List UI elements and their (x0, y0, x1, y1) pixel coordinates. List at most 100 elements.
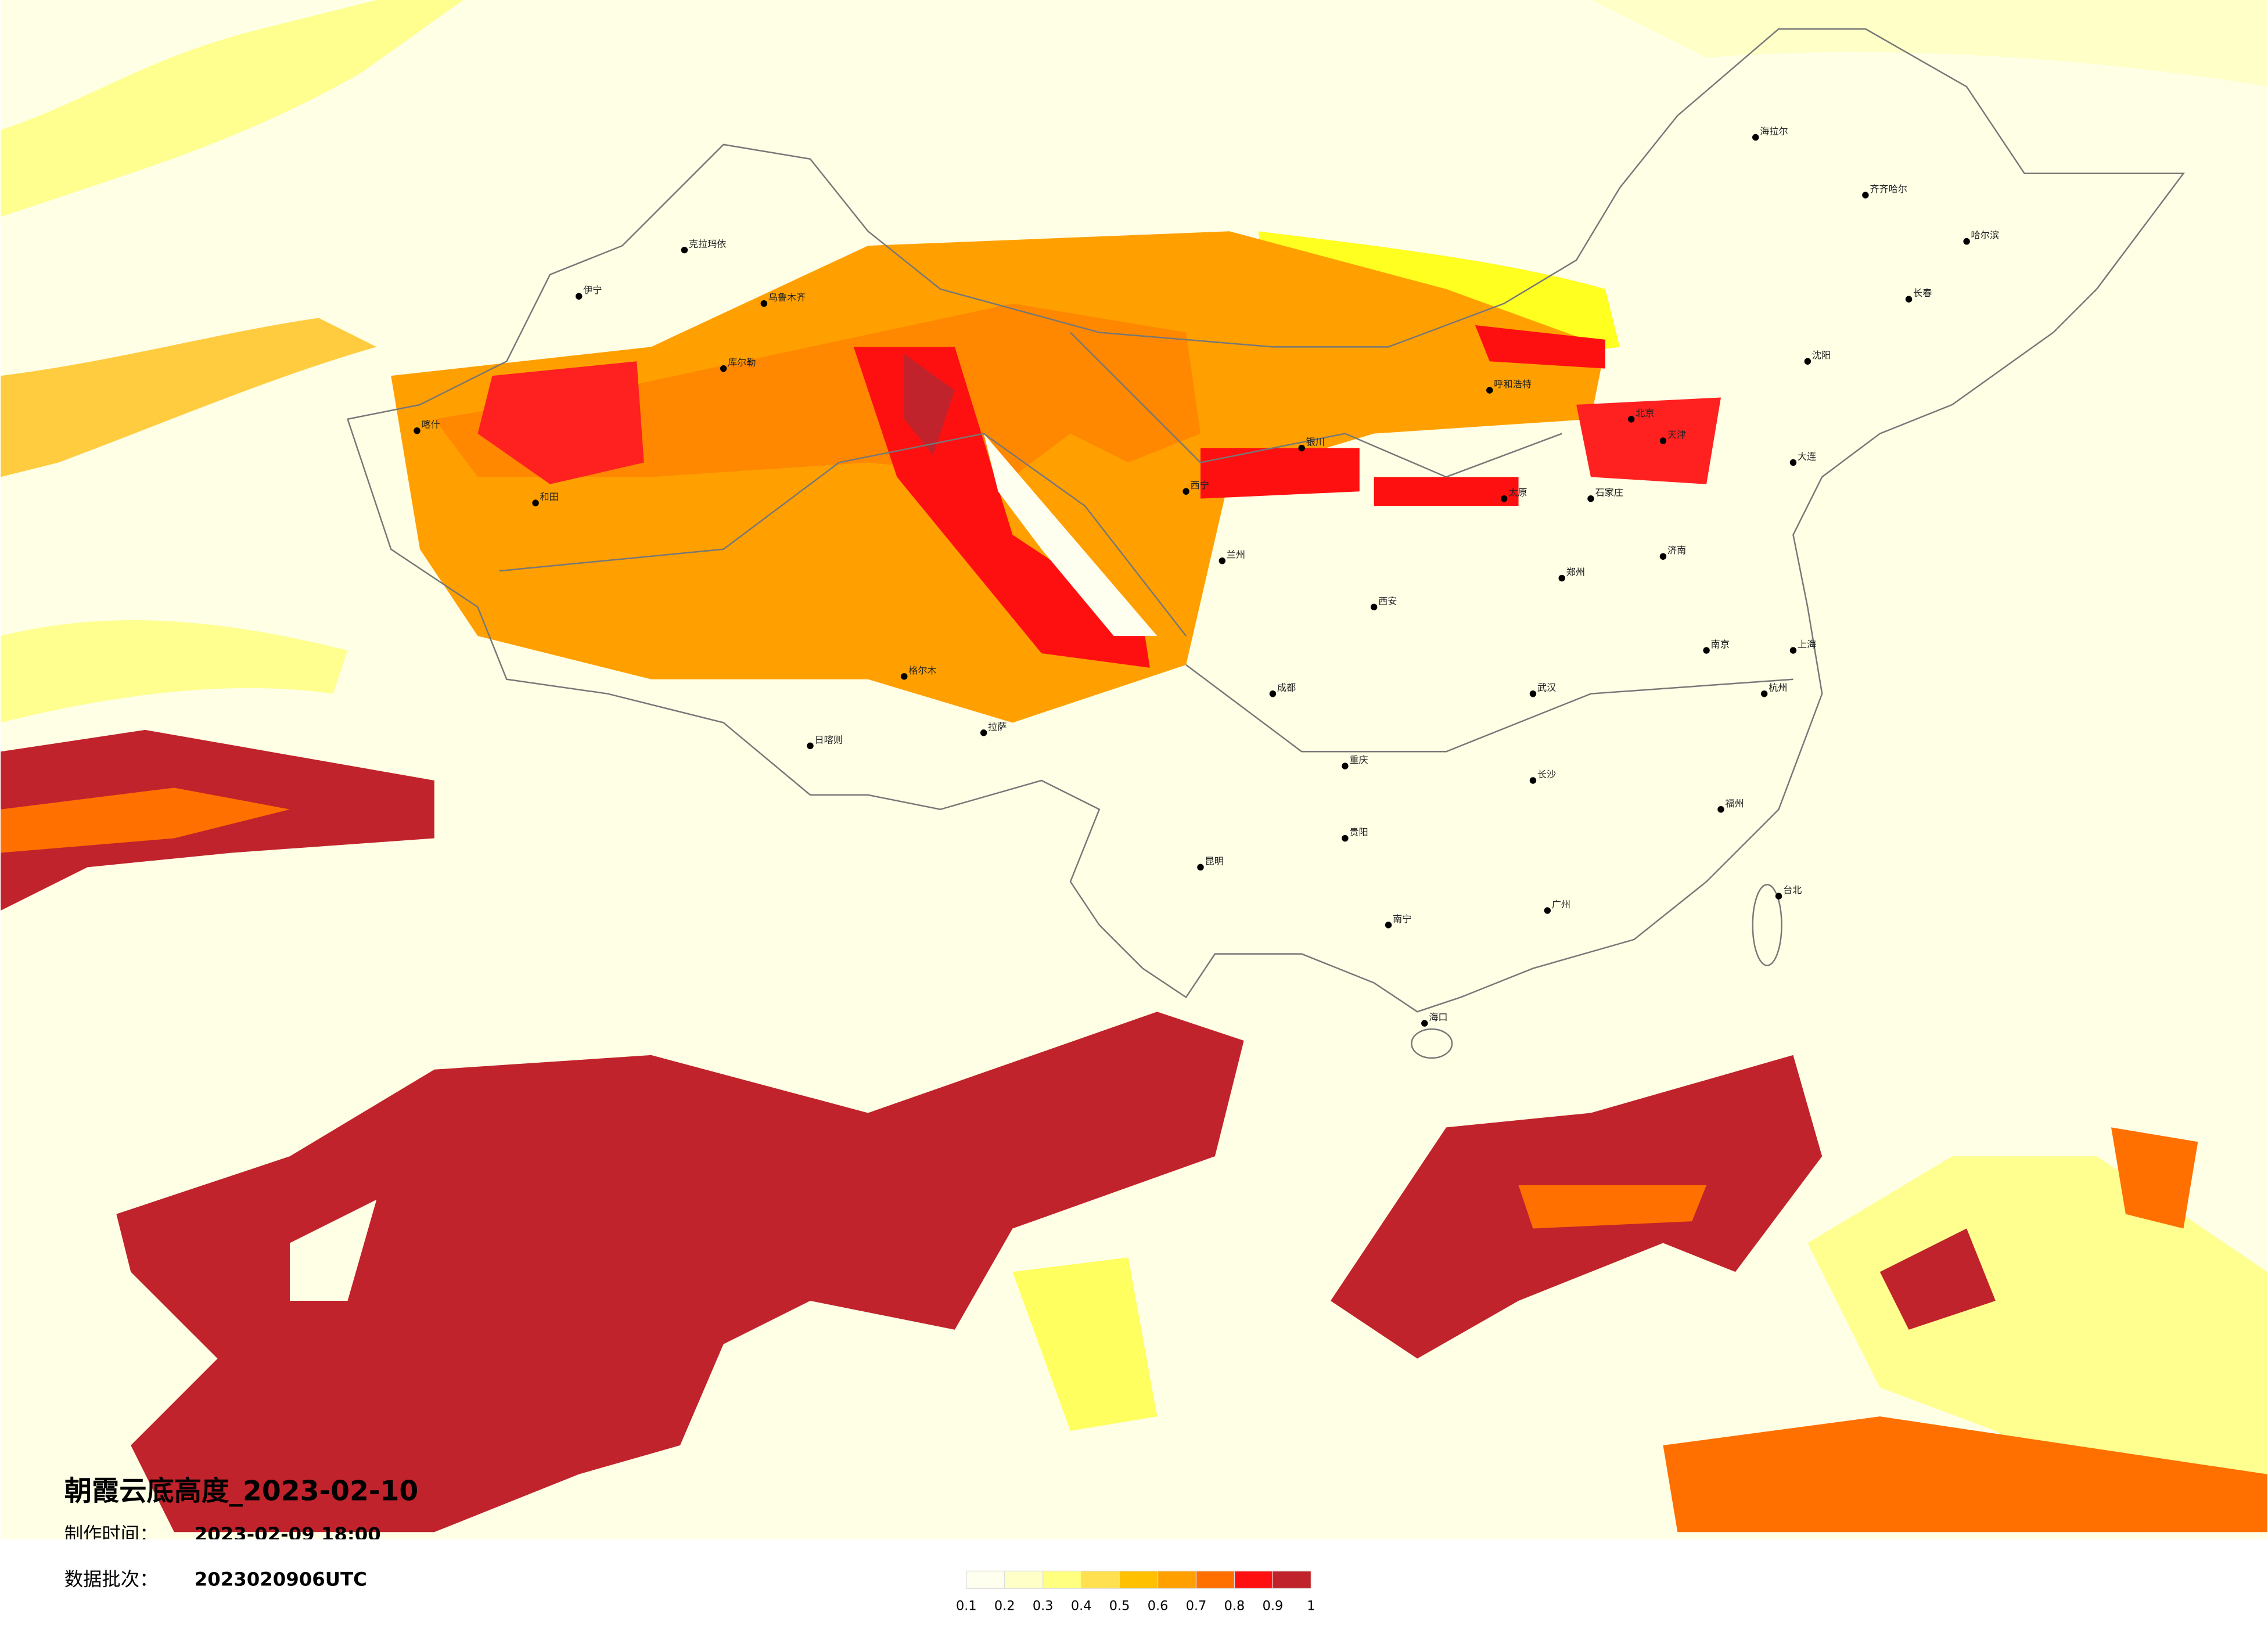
city-dot (760, 300, 768, 307)
city-dot (1627, 416, 1635, 423)
city-label: 喀什 (421, 419, 440, 430)
legend-swatch (1004, 1570, 1044, 1589)
city-dot (1659, 437, 1667, 444)
city-dot (1385, 922, 1392, 929)
city-dot (1486, 387, 1493, 394)
city-label: 哈尔滨 (1971, 230, 1999, 241)
city-dot (1219, 557, 1226, 564)
city-dot (1529, 690, 1537, 697)
city-dot (807, 742, 814, 749)
legend-swatch (1272, 1570, 1312, 1589)
legend-swatch (1195, 1570, 1235, 1589)
city-dot (1269, 690, 1277, 697)
legend-swatch (966, 1570, 1005, 1589)
city-dot (1703, 647, 1710, 654)
legend-tick-label: 0.1 (956, 1599, 977, 1614)
city-dot (1760, 690, 1768, 697)
city-label: 沈阳 (1812, 350, 1831, 361)
city-dot (1789, 459, 1797, 466)
city-dot (1775, 893, 1782, 900)
city-dot (1804, 358, 1811, 365)
legend-swatch (1234, 1570, 1274, 1589)
city-label: 郑州 (1566, 567, 1585, 578)
city-label: 台北 (1783, 884, 1802, 895)
city-label: 克拉玛依 (689, 239, 727, 250)
city-label: 乌鲁木齐 (768, 292, 806, 303)
city-label: 和田 (540, 491, 559, 502)
city-dot (1659, 553, 1667, 560)
legend-tick-label: 0.2 (994, 1599, 1015, 1614)
borders (346, 28, 2185, 1059)
city-label: 昆明 (1205, 855, 1223, 866)
legend-tick-label: 0.9 (1263, 1599, 1284, 1614)
city-label: 伊宁 (583, 285, 602, 296)
city-label: 太原 (1508, 487, 1527, 498)
city-dot (1298, 444, 1305, 452)
city-label: 长春 (1913, 287, 1932, 298)
city-dot (1544, 907, 1551, 914)
city-dot (980, 729, 987, 736)
city-dot (414, 427, 420, 434)
city-dot (901, 673, 908, 680)
legend-swatch (1081, 1570, 1120, 1589)
city-dot (1862, 192, 1869, 199)
city-label: 格尔木 (908, 665, 936, 676)
city-dot (532, 499, 539, 506)
city-label: 南京 (1711, 639, 1730, 650)
city-dot (1717, 806, 1724, 813)
city-label: 齐齐哈尔 (1870, 184, 1907, 195)
city-label: 南宁 (1393, 913, 1411, 924)
city-label: 北京 (1636, 408, 1654, 419)
legend-swatch (1043, 1570, 1082, 1589)
city-dot (1963, 238, 1970, 245)
city-label: 呼和浩特 (1494, 379, 1532, 390)
legend: 0.1 0.2 0.3 0.4 0.5 0.6 0.7 0.8 0.9 1 (956, 1570, 1315, 1614)
city-label: 海口 (1429, 1012, 1447, 1023)
city-dot (1752, 134, 1759, 141)
city-dot (1905, 296, 1913, 303)
city-label: 重庆 (1349, 754, 1368, 765)
city-dot (1500, 495, 1508, 502)
cloud-field (1, 0, 2267, 1533)
legend-swatch (1157, 1570, 1197, 1589)
city-label: 上海 (1798, 639, 1816, 650)
city-label: 济南 (1667, 545, 1686, 556)
city-label: 杭州 (1769, 682, 1787, 693)
city-label: 海拉尔 (1760, 125, 1788, 136)
city-label: 大连 (1798, 451, 1816, 462)
city-dot (1197, 864, 1204, 871)
city-dot (1529, 777, 1537, 784)
city-label: 兰州 (1227, 549, 1245, 560)
city-label: 武汉 (1537, 682, 1556, 693)
city-label: 银川 (1306, 437, 1325, 448)
city-dot (1370, 603, 1378, 611)
legend-tick-label: 0.3 (1033, 1599, 1054, 1614)
city-dot (576, 293, 583, 300)
map-title: 朝霞云底高度_2023-02-10 (64, 1475, 419, 1507)
city-dot (720, 365, 727, 372)
legend-tick-label: 0.5 (1109, 1599, 1130, 1614)
city-dot (681, 246, 688, 254)
city-label: 成都 (1277, 682, 1296, 693)
city-dot (1789, 647, 1797, 654)
city-dot (1342, 834, 1349, 842)
city-label: 贵阳 (1349, 827, 1368, 838)
city-label: 西安 (1378, 595, 1397, 606)
city-dot (1558, 574, 1565, 582)
batch: 2023020906UTC (195, 1568, 367, 1590)
city-label: 西宁 (1191, 480, 1209, 491)
city-dot (1182, 488, 1189, 495)
city-label: 石家庄 (1595, 487, 1623, 498)
city-label: 拉萨 (988, 721, 1007, 732)
legend-tick-label: 1 (1307, 1599, 1315, 1614)
legend-tick-label: 0.6 (1148, 1599, 1169, 1614)
city-label: 广州 (1552, 899, 1570, 910)
city-label: 库尔勒 (728, 357, 756, 368)
city-label: 日喀则 (814, 734, 842, 745)
legend-tick-label: 0.4 (1071, 1599, 1092, 1614)
city-label: 福州 (1725, 798, 1744, 809)
legend-swatch (1119, 1570, 1159, 1589)
